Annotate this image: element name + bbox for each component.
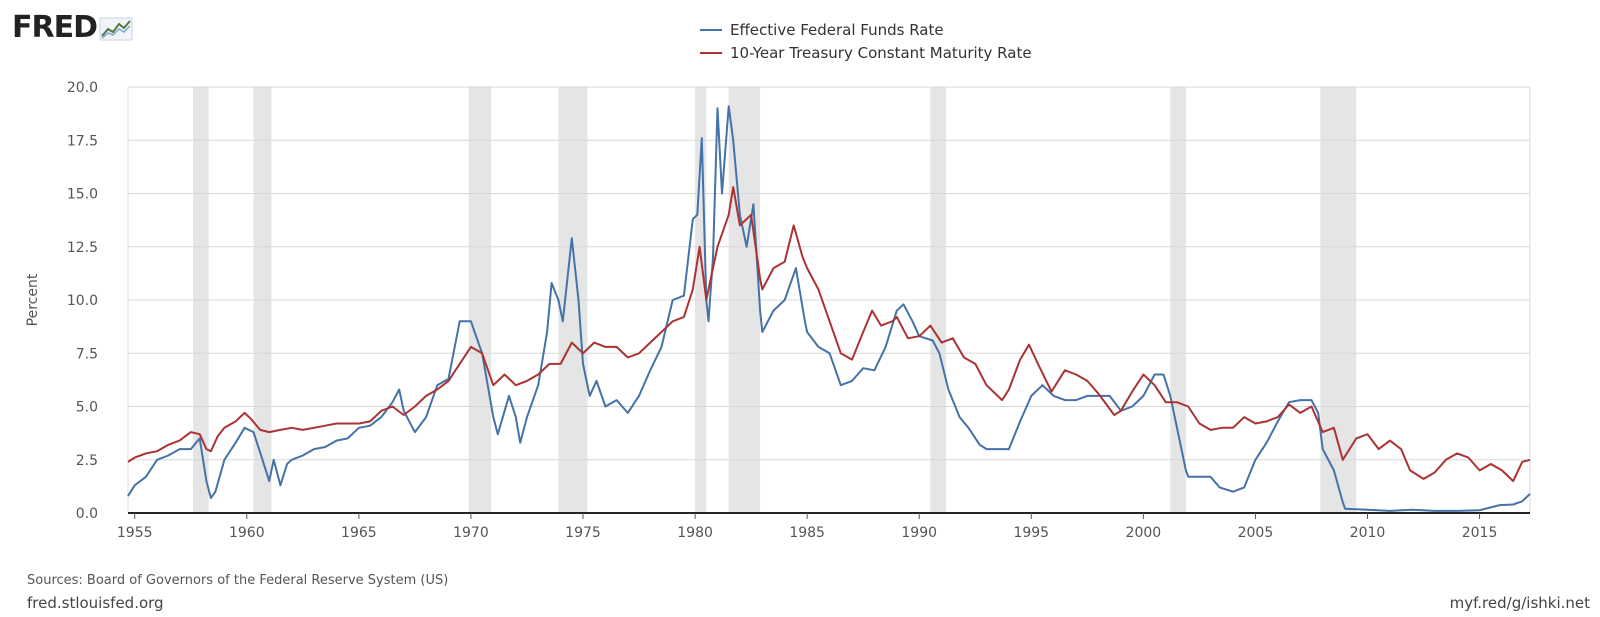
axes: 0.0 2.5 5.0 7.5 10.0 12.5 15.0 17.5 20.0 1955 1960… <box>67 80 1530 541</box>
fred-logo[interactable]: FRED <box>12 10 133 46</box>
x-tick-label: 1975 <box>565 525 601 541</box>
sources-note: Sources: Board of Governors of the Feder… <box>27 573 449 588</box>
y-tick-label: 20.0 <box>67 80 98 96</box>
legend-swatch-fed-funds <box>700 28 722 31</box>
y-tick-label: 5.0 <box>76 400 98 416</box>
x-tick-label: 1980 <box>677 525 713 541</box>
x-tick-label: 2015 <box>1462 525 1498 541</box>
legend-label-treasury: 10-Year Treasury Constant Maturity Rate <box>730 43 1032 62</box>
y-tick-label: 2.5 <box>76 453 98 469</box>
y-axis-title: Percent <box>25 273 41 326</box>
x-tick-label: 1995 <box>1013 525 1049 541</box>
x-tick-label: 2005 <box>1238 525 1274 541</box>
series-line-fed-funds <box>127 105 1531 512</box>
line-chart-icon <box>99 17 133 46</box>
y-tick-label: 7.5 <box>76 346 98 362</box>
series-line-treasury <box>127 186 1531 483</box>
x-tick-label: 1985 <box>789 525 825 541</box>
chart-legend: Effective Federal Funds Rate 10-Year Tre… <box>700 18 1032 64</box>
grid-lines <box>127 86 1531 513</box>
y-tick-label: 10.0 <box>67 293 98 309</box>
legend-label-fed-funds: Effective Federal Funds Rate <box>730 20 944 39</box>
site-link[interactable]: fred.stlouisfed.org <box>27 594 164 612</box>
x-tick-label: 1960 <box>229 525 265 541</box>
x-tick-label: 1990 <box>901 525 937 541</box>
x-tick-label: 1970 <box>453 525 489 541</box>
x-tick-label: 2010 <box>1350 525 1386 541</box>
x-tick-label: 1965 <box>341 525 377 541</box>
legend-item-treasury[interactable]: 10-Year Treasury Constant Maturity Rate <box>700 41 1032 64</box>
logo-text: FRED <box>12 10 98 45</box>
x-tick-label: 2000 <box>1126 525 1162 541</box>
x-tick-label: 1955 <box>117 525 153 541</box>
watermark: myf.red/g/ishki.net <box>1449 594 1590 612</box>
y-tick-label: 0.0 <box>76 506 98 522</box>
y-tick-label: 12.5 <box>67 240 98 256</box>
series-layer <box>127 105 1531 512</box>
legend-item-fed-funds[interactable]: Effective Federal Funds Rate <box>700 18 1032 41</box>
y-tick-label: 17.5 <box>67 133 98 149</box>
y-tick-label: 15.0 <box>67 187 98 203</box>
legend-swatch-treasury <box>700 51 722 54</box>
